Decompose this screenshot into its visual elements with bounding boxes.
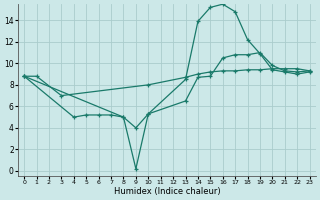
X-axis label: Humidex (Indice chaleur): Humidex (Indice chaleur) xyxy=(114,187,220,196)
